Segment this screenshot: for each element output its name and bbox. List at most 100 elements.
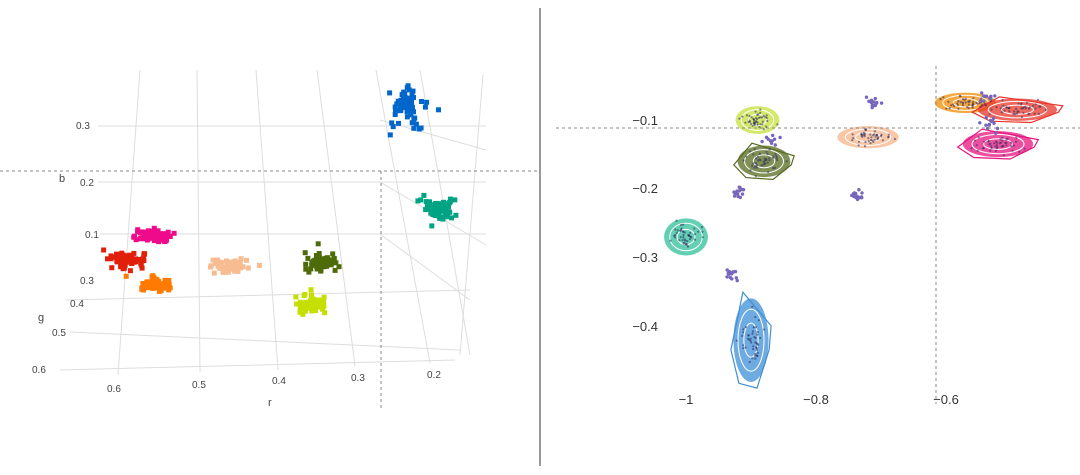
point-3d bbox=[441, 204, 447, 210]
cluster-point bbox=[748, 150, 752, 153]
point-3d bbox=[160, 235, 166, 241]
right-scatter-points bbox=[669, 91, 1047, 364]
cluster-point bbox=[983, 140, 986, 143]
small-point bbox=[873, 96, 877, 101]
small-point bbox=[979, 99, 983, 103]
cluster-point bbox=[775, 159, 779, 162]
r-tick: 0.3 bbox=[351, 373, 365, 384]
cluster-point bbox=[756, 333, 759, 336]
cluster-point bbox=[990, 145, 993, 148]
point-3d bbox=[330, 251, 336, 257]
cluster-point bbox=[751, 332, 754, 335]
cluster-point bbox=[984, 104, 988, 107]
cluster-point bbox=[989, 149, 992, 152]
point-3d bbox=[312, 298, 317, 304]
cluster-ellipse-mid bbox=[971, 133, 1025, 155]
point-3d bbox=[134, 257, 140, 263]
point-3d bbox=[160, 283, 166, 289]
point-3d bbox=[318, 267, 324, 273]
cluster-point bbox=[1005, 144, 1008, 147]
cluster-point bbox=[766, 153, 769, 156]
cluster-point bbox=[689, 231, 692, 234]
cluster-point bbox=[757, 159, 760, 162]
point-3d bbox=[142, 251, 148, 257]
point-3d bbox=[123, 273, 129, 279]
cluster-point bbox=[967, 103, 971, 106]
small-point bbox=[978, 121, 982, 125]
point-3d bbox=[146, 235, 152, 241]
point-3d bbox=[452, 197, 458, 203]
point-3d bbox=[129, 258, 134, 264]
cluster-point bbox=[973, 139, 977, 142]
point-3d bbox=[315, 297, 321, 303]
point-3d bbox=[211, 270, 217, 276]
cluster-point bbox=[678, 239, 681, 242]
cluster-point bbox=[741, 115, 744, 118]
point-3d bbox=[305, 255, 311, 261]
point-3d bbox=[321, 294, 327, 300]
point-3d bbox=[141, 229, 147, 235]
point-3d bbox=[154, 277, 160, 283]
cluster-point bbox=[1005, 106, 1008, 109]
point-3d bbox=[409, 104, 415, 110]
cluster-point bbox=[761, 120, 764, 123]
cluster-point bbox=[989, 142, 992, 145]
point-3d bbox=[156, 288, 162, 294]
point-3d bbox=[171, 230, 177, 236]
point-3d bbox=[300, 311, 306, 317]
point-3d bbox=[300, 305, 306, 311]
small-point bbox=[859, 195, 864, 199]
cluster-point bbox=[768, 157, 771, 160]
b-axis-title: b bbox=[59, 173, 65, 185]
cluster-point bbox=[869, 133, 872, 136]
cluster-point bbox=[765, 150, 768, 153]
small-point bbox=[731, 270, 735, 274]
cluster-ellipse-inner bbox=[743, 322, 759, 358]
grid-line bbox=[459, 74, 484, 356]
point-3d bbox=[232, 258, 238, 264]
cluster-point bbox=[851, 133, 854, 136]
small-point bbox=[730, 277, 734, 281]
cluster-point bbox=[957, 100, 960, 103]
cluster-point bbox=[697, 230, 700, 233]
small-point bbox=[735, 278, 739, 283]
point-3d bbox=[165, 229, 171, 235]
cluster-point bbox=[772, 156, 775, 159]
cluster-point bbox=[756, 155, 760, 158]
small-point bbox=[854, 194, 858, 198]
cluster-point bbox=[864, 140, 867, 144]
cluster-point bbox=[976, 149, 979, 152]
point-3d bbox=[393, 108, 398, 114]
grid-line bbox=[65, 289, 471, 301]
point-3d bbox=[101, 247, 107, 253]
point-3d bbox=[438, 206, 444, 212]
cluster-point bbox=[961, 104, 965, 107]
cluster-point bbox=[759, 123, 762, 126]
point-3d bbox=[322, 310, 328, 316]
left-3d-panel[interactable]: 0.6 0.5 0.4 0.3 0.2 r 0.3 0.4 0.5 0.6 g … bbox=[0, 69, 540, 410]
cluster-point bbox=[964, 97, 967, 100]
cluster-point bbox=[674, 228, 677, 231]
small-point bbox=[993, 94, 997, 98]
point-3d bbox=[449, 215, 455, 221]
point-3d bbox=[156, 239, 162, 245]
cluster-point bbox=[681, 230, 685, 233]
cluster-point bbox=[754, 352, 757, 356]
cluster-point bbox=[994, 149, 998, 152]
point-3d bbox=[324, 263, 330, 269]
right-2d-panel[interactable]: −1 −0.8 −0.6 −0.1 −0.2 −0.3 −0.4 bbox=[556, 66, 1080, 407]
cluster-point bbox=[1008, 110, 1011, 113]
point-3d bbox=[318, 297, 324, 303]
cluster-point bbox=[752, 117, 755, 121]
point-3d bbox=[234, 262, 240, 268]
point-3d bbox=[404, 109, 410, 115]
cluster-point bbox=[863, 135, 866, 138]
point-3d bbox=[316, 263, 322, 268]
point-3d bbox=[152, 282, 158, 288]
small-point bbox=[726, 271, 730, 276]
point-3d bbox=[321, 299, 327, 304]
cluster-hull bbox=[956, 128, 1040, 160]
small-point bbox=[737, 189, 742, 193]
cluster-ellipse-outer bbox=[664, 218, 708, 256]
cluster-point bbox=[747, 120, 750, 124]
